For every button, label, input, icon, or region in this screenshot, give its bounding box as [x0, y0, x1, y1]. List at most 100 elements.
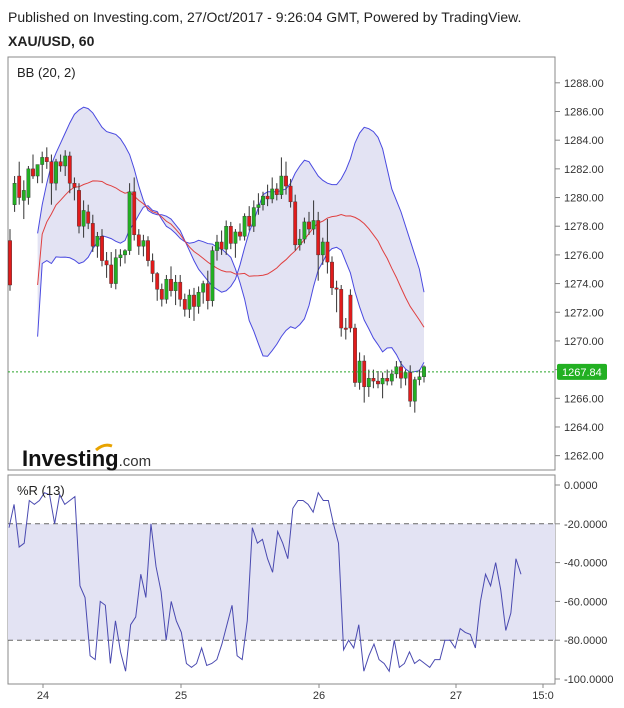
candle-body[interactable] — [205, 283, 210, 301]
candle-body[interactable] — [265, 195, 270, 200]
candle-body[interactable] — [215, 241, 219, 251]
candle-body[interactable] — [77, 190, 81, 227]
candle-body[interactable] — [334, 287, 339, 290]
candle-body[interactable] — [228, 226, 233, 244]
candle-body[interactable] — [31, 168, 35, 177]
candle-body[interactable] — [293, 201, 298, 246]
candle-body[interactable] — [173, 281, 178, 291]
candle-body[interactable] — [297, 238, 302, 246]
candle-body[interactable] — [362, 360, 367, 388]
candle-body[interactable] — [385, 378, 390, 382]
candle-body[interactable] — [261, 195, 265, 205]
candle-body[interactable] — [141, 240, 146, 247]
candle-body[interactable] — [155, 273, 160, 290]
candle-body[interactable] — [58, 161, 63, 167]
candle-body[interactable] — [256, 204, 261, 208]
candle-body[interactable] — [408, 372, 413, 402]
candle-body[interactable] — [132, 191, 137, 236]
candle-body[interactable] — [307, 221, 311, 230]
candle-body[interactable] — [49, 161, 54, 184]
candle-body[interactable] — [274, 188, 279, 195]
candle-body[interactable] — [95, 236, 100, 247]
candle-body[interactable] — [320, 241, 325, 256]
candle-body[interactable] — [159, 289, 164, 300]
candle-body[interactable] — [389, 373, 394, 382]
candle-body[interactable] — [44, 157, 49, 162]
candle-body[interactable] — [251, 207, 256, 227]
candle-body[interactable] — [100, 236, 104, 261]
candle-body[interactable] — [86, 211, 91, 224]
candle-body[interactable] — [288, 185, 293, 203]
candle-body[interactable] — [330, 261, 334, 289]
candle-body[interactable] — [302, 221, 307, 240]
candle-body[interactable] — [403, 372, 408, 379]
candle-body[interactable] — [123, 250, 127, 256]
candle-body[interactable] — [21, 190, 26, 201]
candle-body[interactable] — [343, 327, 348, 330]
candle-body[interactable] — [417, 376, 422, 380]
price-tick-label: 1278.00 — [564, 221, 604, 233]
candle-body[interactable] — [164, 279, 169, 300]
candle-body[interactable] — [81, 210, 86, 227]
candle-body[interactable] — [109, 264, 114, 284]
candle-body[interactable] — [233, 231, 238, 244]
candle-body[interactable] — [169, 279, 173, 291]
candle-body[interactable] — [63, 155, 68, 167]
price-tick-label: 1262.00 — [564, 451, 604, 463]
candle-body[interactable] — [67, 155, 72, 184]
williams-tick-label: -60.0000 — [564, 596, 607, 608]
price-tick-label: 1276.00 — [564, 250, 604, 262]
candle-body[interactable] — [376, 380, 380, 385]
candle-body[interactable] — [284, 175, 288, 187]
logo-swoosh — [95, 443, 113, 452]
candle-body[interactable] — [182, 299, 187, 310]
candle-body[interactable] — [104, 260, 109, 266]
candle-body[interactable] — [339, 289, 344, 329]
candle-body[interactable] — [270, 188, 275, 200]
candle-body[interactable] — [353, 327, 357, 383]
candle-body[interactable] — [412, 379, 417, 402]
candle-body[interactable] — [127, 191, 132, 251]
candle-body[interactable] — [192, 294, 196, 307]
candle-body[interactable] — [113, 257, 118, 284]
candle-body[interactable] — [146, 240, 150, 261]
candle-body[interactable] — [238, 231, 242, 237]
published-line: Published on Investing.com, 27/Oct/2017 … — [8, 9, 522, 25]
candle-body[interactable] — [279, 175, 284, 195]
candle-body[interactable] — [348, 294, 353, 329]
candle-body[interactable] — [316, 220, 321, 256]
candle-body[interactable] — [380, 378, 385, 385]
candle-body[interactable] — [17, 175, 22, 198]
candle-body[interactable] — [242, 215, 247, 237]
candle-body[interactable] — [325, 241, 330, 263]
candle-body[interactable] — [187, 294, 192, 310]
candle-body[interactable] — [311, 220, 316, 230]
candle-body[interactable] — [219, 241, 224, 250]
candle-body[interactable] — [118, 254, 123, 258]
candle-body[interactable] — [12, 182, 17, 205]
candle-body[interactable] — [366, 378, 371, 388]
candle-body[interactable] — [210, 250, 215, 301]
candle-body[interactable] — [178, 281, 183, 300]
symbol-title: XAU/USD, 60 — [8, 33, 95, 49]
candle-body[interactable] — [54, 161, 58, 184]
candle-body[interactable] — [196, 291, 201, 307]
candle-body[interactable] — [35, 164, 40, 177]
candle-body[interactable] — [26, 168, 31, 198]
candle-body[interactable] — [224, 226, 229, 250]
candle-body[interactable] — [201, 283, 206, 293]
logo-suffix: .com — [119, 453, 152, 470]
williams-tick-label: -20.0000 — [564, 519, 607, 531]
candle-body[interactable] — [40, 157, 45, 165]
candle-body[interactable] — [371, 378, 376, 382]
candle-body[interactable] — [8, 240, 12, 286]
candle-body[interactable] — [150, 260, 155, 274]
candle-body[interactable] — [247, 215, 252, 227]
candle-body[interactable] — [72, 182, 77, 188]
candle-body[interactable] — [394, 366, 399, 375]
candle-body[interactable] — [136, 234, 141, 247]
price-tick-label: 1282.00 — [564, 164, 604, 176]
candle-body[interactable] — [399, 366, 403, 379]
candle-body[interactable] — [90, 223, 95, 247]
